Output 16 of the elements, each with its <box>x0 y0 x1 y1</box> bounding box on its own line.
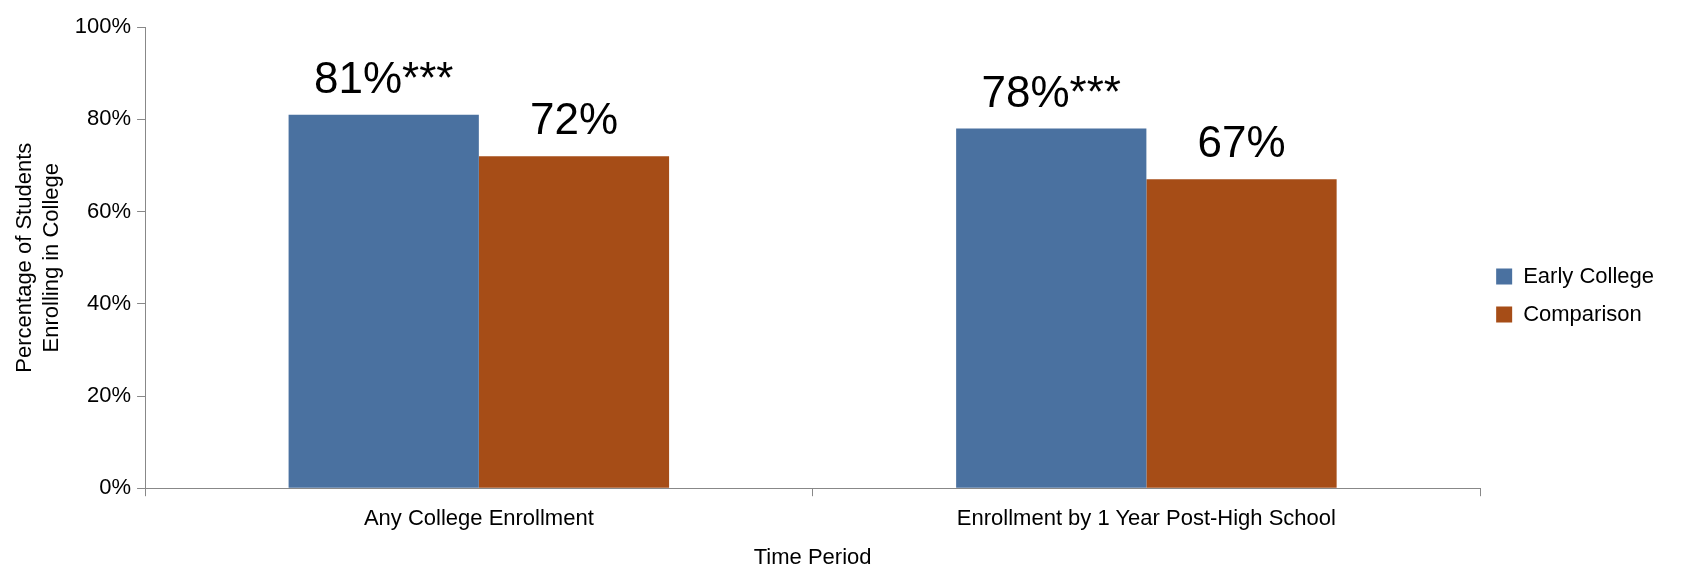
data-label: 72% <box>529 94 619 144</box>
x-tick-label: Enrollment by 1 Year Post-High School <box>956 505 1336 531</box>
x-axis-title: Time Period <box>753 543 872 569</box>
data-label: 81%*** <box>314 52 454 102</box>
data-label: 67% <box>1197 117 1286 167</box>
y-tick-label: 40% <box>87 289 132 315</box>
y-tick-label: 20% <box>87 382 132 408</box>
y-tick-label: 0% <box>99 474 132 500</box>
legend-label: Comparison <box>1523 300 1642 326</box>
y-tick-label: 60% <box>87 197 132 223</box>
data-label: 78%*** <box>981 66 1121 116</box>
x-tick-label: Any College Enrollment <box>363 505 594 531</box>
y-axis-title: Percentage of Students Enrolling in College <box>11 142 63 373</box>
legend-label: Early College <box>1523 262 1654 288</box>
y-tick-label: 80% <box>87 105 132 131</box>
y-tick-label: 100% <box>74 13 132 39</box>
